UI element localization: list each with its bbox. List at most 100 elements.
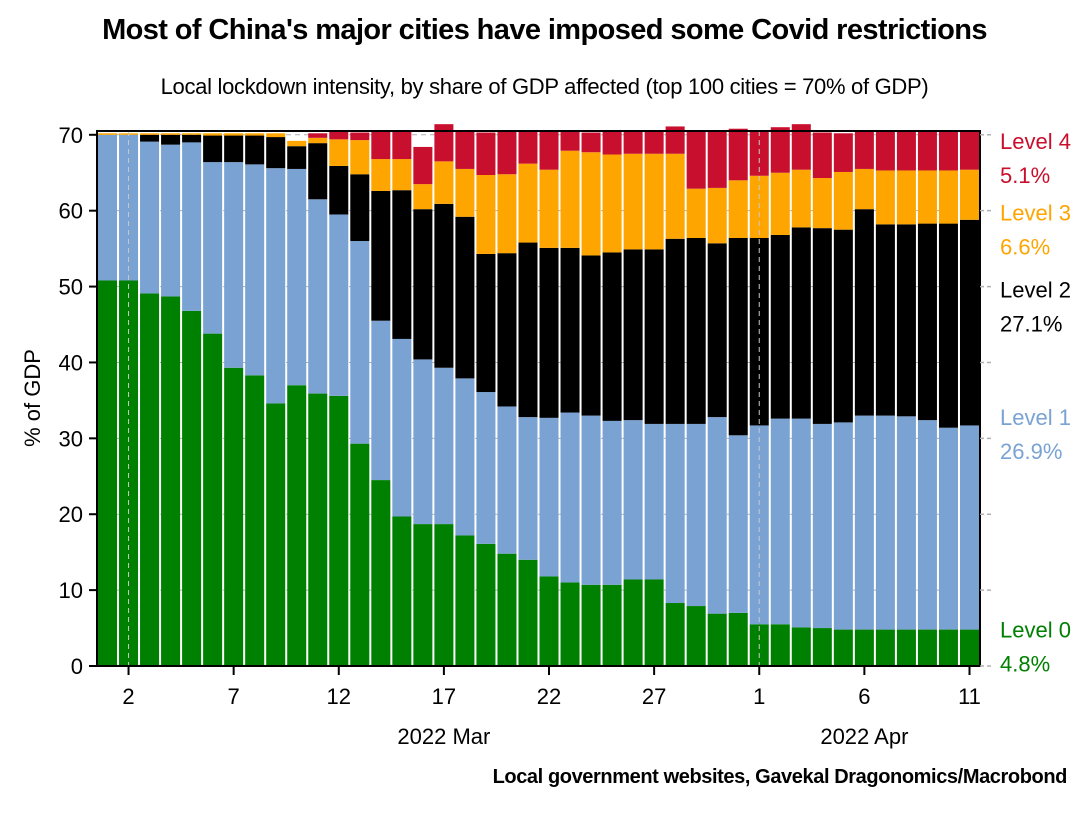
legend-value-level-1: 26.9% <box>1000 439 1062 464</box>
bar-segment-level-1 <box>518 417 538 560</box>
bar-segment-level-1 <box>959 425 979 630</box>
bar-segment-level-4 <box>833 133 853 172</box>
bar-segment-level-1 <box>812 423 832 629</box>
bar-segment-level-2 <box>518 242 538 418</box>
bar-segment-level-4 <box>728 128 748 181</box>
chart-subtitle: Local lockdown intensity, by share of GD… <box>160 74 929 99</box>
bar-segment-level-4 <box>413 146 433 185</box>
bar-segment-level-1 <box>560 412 580 583</box>
bar-segment-level-0 <box>770 624 790 666</box>
bar-segment-level-2 <box>812 228 832 424</box>
bar-segment-level-4 <box>770 127 790 173</box>
bar-segment-level-4 <box>707 131 727 188</box>
bar-segment-level-0 <box>476 543 496 666</box>
bar-segment-level-2 <box>413 209 433 360</box>
bar-segment-level-1 <box>539 417 559 577</box>
plot-frame <box>96 130 981 667</box>
bar-segment-level-3 <box>623 153 643 250</box>
legend-name-level-2: Level 2 <box>1000 278 1071 303</box>
bar-segment-level-2 <box>455 216 475 379</box>
x-tick-label: 12 <box>327 684 351 709</box>
bar-segment-level-3 <box>833 171 853 230</box>
bar-segment-level-3 <box>434 161 454 204</box>
bar-segment-level-2 <box>581 255 601 416</box>
bar-segment-level-0 <box>728 612 748 666</box>
y-axis: 0 10 20 30 40 50 60 70 <box>59 123 992 679</box>
bar-segment-level-3 <box>140 133 160 135</box>
bar-segment-level-0 <box>161 296 181 666</box>
bar-segment-level-0 <box>623 579 643 666</box>
bar-segment-level-2 <box>644 249 664 424</box>
bar-segment-level-1 <box>350 241 370 444</box>
bar-segment-level-1 <box>224 162 244 368</box>
bar-segment-level-2 <box>287 146 307 169</box>
bar-segment-level-1 <box>203 162 223 334</box>
bar-segment-level-3 <box>875 170 895 225</box>
bar-segment-level-0 <box>539 576 559 666</box>
legend-value-level-3: 6.6% <box>1000 234 1050 259</box>
bar-segment-level-3 <box>245 133 265 136</box>
y-tick-label: 30 <box>59 426 83 451</box>
bar-segment-level-0 <box>140 293 160 666</box>
bar-segment-level-2 <box>161 134 181 145</box>
bar-segment-level-4 <box>581 132 601 153</box>
x-tick-label: 22 <box>537 684 561 709</box>
bar-segment-level-2 <box>728 238 748 436</box>
bar-segment-level-2 <box>539 247 559 418</box>
bar-segment-level-0 <box>854 629 874 666</box>
bar-segment-level-3 <box>455 168 475 217</box>
bar-segment-level-0 <box>665 603 685 666</box>
legend-name-level-3: Level 3 <box>1000 200 1071 225</box>
bar-segment-level-2 <box>392 190 412 339</box>
bar-segment-level-0 <box>245 375 265 666</box>
bar-segment-level-3 <box>350 140 370 175</box>
bar-segment-level-1 <box>623 420 643 580</box>
legend-name-level-0: Level 0 <box>1000 618 1071 643</box>
bar-segment-level-4 <box>812 132 832 179</box>
bar-segment-level-2 <box>623 249 643 421</box>
bar-segment-level-1 <box>602 420 622 585</box>
bar-segment-level-4 <box>560 131 580 151</box>
bar-segment-level-4 <box>392 131 412 160</box>
bar-segment-level-1 <box>392 338 412 517</box>
bar-segment-level-3 <box>308 137 328 144</box>
bar-segment-level-1 <box>665 423 685 604</box>
bar-segment-level-0 <box>581 584 601 666</box>
bar-segment-level-0 <box>938 629 958 666</box>
bar-segment-level-0 <box>413 524 433 666</box>
bar-segment-level-2 <box>917 223 937 421</box>
bar-segment-level-4 <box>623 130 643 154</box>
bar-segment-level-1 <box>140 141 160 294</box>
x-tick-label: 7 <box>228 684 240 709</box>
x-tick-label: 17 <box>432 684 456 709</box>
bar-segment-level-4 <box>686 131 706 189</box>
bar-segment-level-0 <box>455 535 475 666</box>
bar-segment-level-4 <box>476 132 496 176</box>
bar-segment-level-0 <box>203 333 223 666</box>
bar-segment-level-0 <box>875 629 895 666</box>
bar-segment-level-4 <box>518 131 538 164</box>
bar-segment-level-1 <box>308 199 328 394</box>
bar-segment-level-0 <box>98 280 118 666</box>
bar-segment-level-0 <box>707 613 727 666</box>
bar-segment-level-4 <box>308 133 328 138</box>
bar-segment-level-3 <box>476 175 496 254</box>
y-tick-label: 60 <box>59 199 83 224</box>
bar-segment-level-2 <box>203 135 223 163</box>
legend-value-level-2: 27.1% <box>1000 312 1062 337</box>
bar-segment-level-3 <box>161 133 181 135</box>
y-tick-label: 0 <box>71 654 83 679</box>
bar-segment-level-2 <box>224 135 244 163</box>
bar-segment-level-0 <box>497 553 517 666</box>
bar-segment-level-2 <box>959 219 979 426</box>
bar-segment-level-1 <box>266 168 286 404</box>
bar-segment-level-2 <box>833 229 853 423</box>
bar-segment-level-2 <box>560 247 580 413</box>
bar-segment-level-2 <box>266 137 286 169</box>
bar-segment-level-3 <box>665 153 685 239</box>
bar-segment-level-4 <box>938 131 958 171</box>
bar-segment-level-4 <box>602 131 622 155</box>
bar-segment-level-1 <box>245 164 265 376</box>
bar-segment-level-2 <box>686 238 706 424</box>
bar-segment-level-2 <box>329 165 349 215</box>
